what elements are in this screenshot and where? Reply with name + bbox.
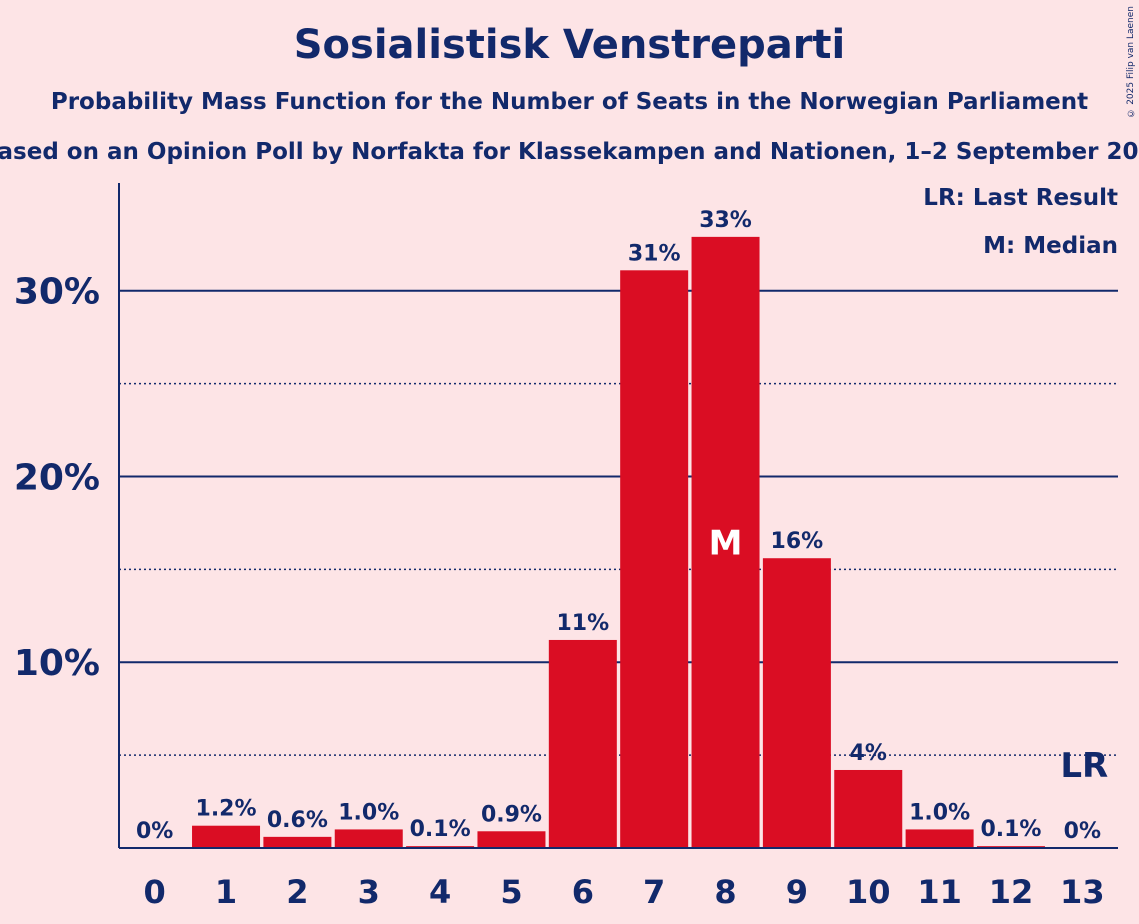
- data-label: 31%: [628, 241, 681, 266]
- data-label: 0%: [136, 819, 173, 844]
- median-marker: M: [709, 523, 743, 563]
- bar-seats-2: [263, 836, 332, 848]
- chart-title: Sosialistisk Venstreparti: [293, 22, 846, 68]
- data-label: 11%: [556, 611, 609, 636]
- bar-seats-11: [905, 829, 974, 848]
- bar-seats-10: [834, 769, 903, 848]
- x-tick-label: 13: [1060, 873, 1105, 911]
- data-label: 1.0%: [338, 800, 399, 825]
- data-label: 0.1%: [410, 817, 471, 842]
- x-tick-label: 1: [215, 873, 237, 911]
- data-label: 1.2%: [196, 797, 257, 822]
- y-tick-label: 10%: [14, 643, 100, 684]
- chart-subtitle: Probability Mass Function for the Number…: [50, 89, 1089, 115]
- bar-seats-6: [548, 639, 617, 848]
- x-tick-label: 12: [989, 873, 1034, 911]
- data-label: 0.1%: [980, 817, 1041, 842]
- data-label: 16%: [771, 529, 824, 554]
- data-label: 1.0%: [909, 800, 970, 825]
- x-tick-label: 4: [429, 873, 451, 911]
- x-tick-label: 6: [572, 873, 594, 911]
- bar-seats-7: [620, 270, 689, 849]
- x-tick-label: 5: [500, 873, 522, 911]
- legend-last-result: LR: Last Result: [923, 185, 1118, 211]
- x-tick-label: 8: [714, 873, 736, 911]
- y-tick-label: 30%: [14, 272, 100, 313]
- bar-seats-9: [762, 558, 831, 848]
- bar-seats-8: [691, 236, 760, 848]
- last-result-marker: LR: [1060, 746, 1108, 786]
- data-label: 4%: [850, 741, 887, 766]
- x-tick-label: 10: [846, 873, 891, 911]
- chart-subtitle-poll: Based on an Opinion Poll by Norfakta for…: [0, 139, 1139, 165]
- bar-seats-5: [477, 831, 546, 848]
- x-tick-label: 9: [786, 873, 808, 911]
- data-label: 0.9%: [481, 802, 542, 827]
- data-label: 33%: [699, 208, 752, 233]
- data-label: 0.6%: [267, 808, 328, 833]
- x-tick-label: 3: [358, 873, 380, 911]
- legend-median: M: Median: [983, 233, 1118, 259]
- bar-seats-1: [192, 825, 261, 848]
- bar-seats-3: [334, 829, 403, 848]
- x-tick-label: 11: [917, 873, 962, 911]
- y-tick-label: 20%: [14, 457, 100, 498]
- x-tick-label: 2: [286, 873, 308, 911]
- x-tick-label: 0: [144, 873, 166, 911]
- x-tick-label: 7: [643, 873, 665, 911]
- data-label: 0%: [1064, 819, 1101, 844]
